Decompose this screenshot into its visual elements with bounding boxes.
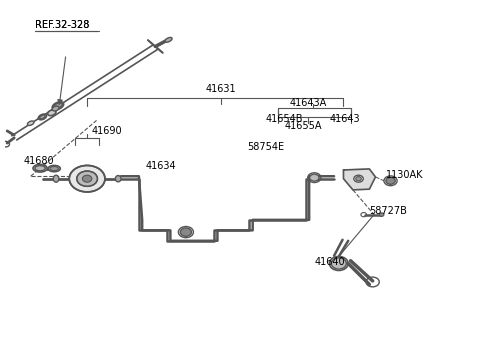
- Ellipse shape: [40, 115, 45, 119]
- Text: REF.32-328: REF.32-328: [36, 20, 90, 30]
- Circle shape: [386, 177, 395, 184]
- Text: 41634: 41634: [146, 161, 177, 171]
- Ellipse shape: [48, 110, 56, 116]
- Ellipse shape: [38, 114, 47, 120]
- Text: 41655A: 41655A: [285, 121, 322, 131]
- Ellipse shape: [35, 166, 45, 171]
- Ellipse shape: [33, 164, 47, 172]
- Text: 58754E: 58754E: [247, 142, 284, 152]
- Text: 41654B: 41654B: [266, 114, 303, 124]
- Text: 58727B: 58727B: [370, 206, 407, 216]
- Ellipse shape: [54, 103, 62, 109]
- Circle shape: [379, 213, 384, 216]
- Ellipse shape: [50, 167, 59, 171]
- Ellipse shape: [52, 102, 64, 110]
- Circle shape: [354, 175, 363, 182]
- Text: 41640: 41640: [314, 257, 345, 267]
- Text: 41680: 41680: [24, 156, 54, 166]
- Circle shape: [331, 258, 346, 269]
- Text: 41631: 41631: [206, 84, 237, 94]
- Circle shape: [69, 166, 105, 192]
- Text: 41690: 41690: [92, 126, 122, 136]
- Polygon shape: [344, 169, 375, 190]
- Circle shape: [310, 174, 319, 181]
- Text: 1130AK: 1130AK: [386, 170, 423, 180]
- Circle shape: [356, 177, 361, 181]
- Text: REF.32-328: REF.32-328: [36, 20, 90, 30]
- Text: 41643: 41643: [329, 114, 360, 124]
- Ellipse shape: [48, 166, 60, 172]
- Ellipse shape: [165, 37, 172, 42]
- Circle shape: [180, 228, 192, 236]
- Ellipse shape: [27, 121, 34, 125]
- Text: 41643A: 41643A: [289, 98, 327, 108]
- Ellipse shape: [115, 176, 121, 182]
- Ellipse shape: [52, 106, 59, 111]
- Circle shape: [77, 171, 97, 187]
- Circle shape: [83, 175, 92, 182]
- Ellipse shape: [53, 175, 59, 182]
